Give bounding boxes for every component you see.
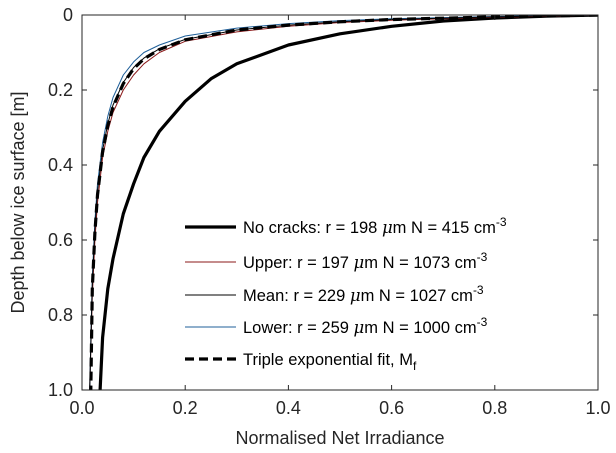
- legend-entry-1: Upper: r = 197 μm N = 1073 cm-3: [243, 250, 488, 272]
- x-tick-label: 0.0: [69, 398, 94, 418]
- y-tick-label: 0.6: [48, 230, 73, 250]
- y-tick-label: 0: [63, 5, 73, 25]
- legend-entry-2: Mean: r = 229 μm N = 1027 cm-3: [243, 283, 484, 305]
- x-tick-label: 0.8: [482, 398, 507, 418]
- y-tick-label: 0.8: [48, 305, 73, 325]
- legend: No cracks: r = 198 μm N = 415 cm-3 Upper:…: [185, 215, 507, 373]
- x-axis-label: Normalised Net Irradiance: [235, 428, 444, 448]
- x-tick-label: 0.6: [379, 398, 404, 418]
- y-tick-label: 0.2: [48, 80, 73, 100]
- y-tick-label: 1.0: [48, 380, 73, 400]
- plot-frame: [81, 14, 599, 391]
- y-axis-label: Depth below ice surface [m]: [8, 91, 28, 313]
- y-tick-label: 0.4: [48, 155, 73, 175]
- series-layer: [89, 15, 598, 390]
- legend-entry-0: No cracks: r = 198 μm N = 415 cm-3: [243, 215, 507, 237]
- legend-entry-4: Triple exponential fit, Mf: [243, 351, 417, 373]
- x-tick-label: 0.2: [173, 398, 198, 418]
- series-line-4: [89, 15, 598, 390]
- legend-entry-3: Lower: r = 259 μm N = 1000 cm-3: [243, 315, 488, 337]
- series-line-0: [98, 15, 598, 390]
- x-tick-label: 1.0: [585, 398, 610, 418]
- x-tick-label: 0.4: [276, 398, 301, 418]
- ticks-layer: 0.0 0.2 0.4 0.6 0.8 1.0 0 0.2 0.4 0.6 0.8 1.0: [48, 5, 611, 418]
